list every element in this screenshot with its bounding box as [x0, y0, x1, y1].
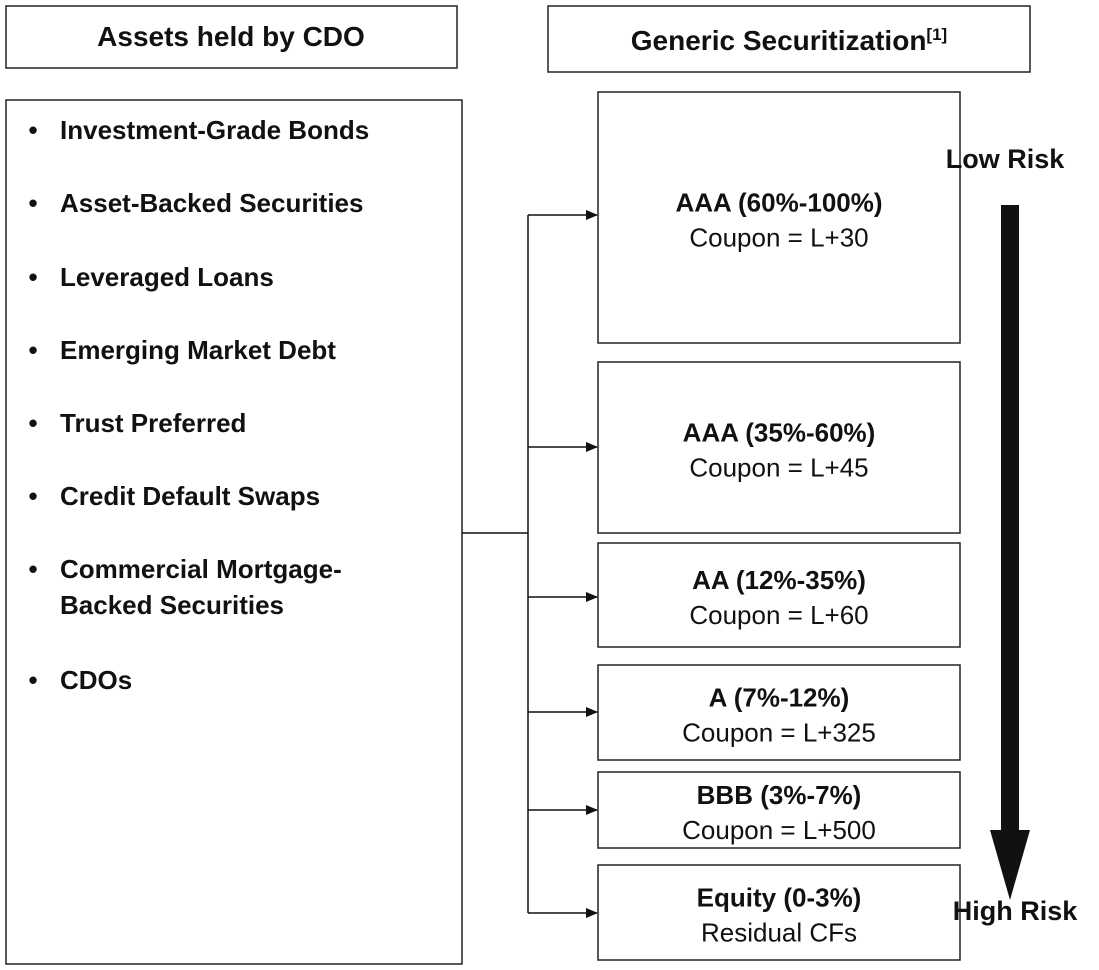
right-title-text: Generic Securitization [631, 25, 927, 56]
low-risk-label: Low Risk [946, 144, 1066, 174]
asset-item: Backed Securities [60, 590, 284, 620]
assets-list: • Investment-Grade Bonds • Asset-Backed Sec… [28, 115, 369, 695]
asset-item: Emerging Market Debt [60, 335, 336, 365]
asset-item: Credit Default Swaps [60, 481, 320, 511]
bullet: • [28, 188, 37, 218]
tranche-coupon: Residual CFs [701, 918, 857, 948]
right-title-note: [1] [926, 25, 947, 44]
tranche-rating: AA (12%-35%) [692, 565, 866, 595]
tranche-rating: AAA (60%-100%) [675, 188, 882, 218]
connectors [462, 210, 598, 918]
asset-item: Leveraged Loans [60, 262, 274, 292]
risk-arrow [990, 205, 1030, 900]
bullet: • [28, 262, 37, 292]
asset-item: Investment-Grade Bonds [60, 115, 369, 145]
left-header-box [5, 5, 458, 69]
tranche-rating: AAA (35%-60%) [683, 418, 876, 448]
tranche-coupon: Coupon = L+60 [689, 600, 868, 630]
tranche-rating: BBB (3%-7%) [697, 780, 862, 810]
bullet: • [28, 115, 37, 145]
tranche-rating: A (7%-12%) [709, 683, 850, 713]
asset-item: CDOs [60, 665, 132, 695]
tranches: AAA (60%-100%) Coupon = L+30 AAA (35%-60%)… [597, 91, 961, 961]
high-risk-label: High Risk [953, 896, 1079, 926]
tranche-box [597, 542, 961, 648]
asset-item: Trust Preferred [60, 408, 246, 438]
left-title: Assets held by CDO [97, 21, 365, 52]
bullet: • [28, 335, 37, 365]
tranche-coupon: Coupon = L+500 [682, 815, 876, 845]
assets-box [5, 99, 463, 965]
asset-item: Asset-Backed Securities [60, 188, 363, 218]
tranche-box [597, 664, 961, 761]
bullet: • [28, 481, 37, 511]
tranche-coupon: Coupon = L+325 [682, 718, 876, 748]
bullet: • [28, 554, 37, 584]
tranche-box [597, 91, 961, 344]
right-title: Generic Securitization[1] [631, 25, 947, 56]
tranche-box [597, 361, 961, 534]
tranche-box [597, 864, 961, 961]
bullet: • [28, 408, 37, 438]
bullet: • [28, 665, 37, 695]
tranche-coupon: Coupon = L+45 [689, 453, 868, 483]
asset-item: Commercial Mortgage- [60, 554, 342, 584]
tranche-box [597, 771, 961, 849]
right-header-box [547, 5, 1031, 73]
tranche-coupon: Coupon = L+30 [689, 223, 868, 253]
tranche-rating: Equity (0-3%) [697, 883, 862, 913]
